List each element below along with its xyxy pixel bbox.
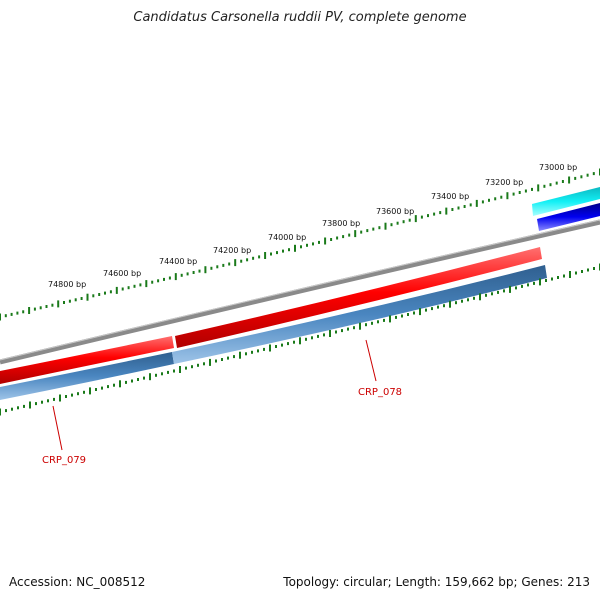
ruler-label: 73600 bp — [376, 207, 414, 216]
outer-ruler — [0, 168, 600, 321]
ruler-label: 74800 bp — [48, 280, 86, 289]
ruler-label: 74400 bp — [159, 257, 197, 266]
ruler-label: 74000 bp — [268, 233, 306, 242]
feature-cyan[interactable] — [532, 187, 600, 216]
ruler-label: 74200 bp — [213, 246, 251, 255]
ruler-labels: 73000 bp 73200 bp 73400 bp 73600 bp 73800 bp… — [48, 163, 577, 289]
genome-backbone — [0, 219, 600, 365]
ruler-label: 74600 bp — [103, 269, 141, 278]
gene-leader-crp078 — [365, 339, 377, 382]
gene-leader-crp079 — [52, 405, 63, 451]
ruler-label: 73000 bp — [539, 163, 577, 172]
gene-label-crp078[interactable]: CRP_078 — [358, 387, 402, 398]
map-title: Candidatus Carsonella ruddii PV, complet… — [133, 10, 467, 25]
topology-summary: Topology: circular; Length: 159,662 bp; … — [283, 575, 590, 589]
feature-red-crp079[interactable] — [0, 336, 174, 384]
ruler-label: 73800 bp — [322, 219, 360, 228]
feature-red-crp078[interactable] — [175, 247, 542, 348]
feature-navy[interactable] — [537, 203, 600, 231]
ruler-label: 73400 bp — [431, 192, 469, 201]
feature-blue-crp078[interactable] — [172, 265, 547, 364]
feature-blue-crp079[interactable] — [0, 352, 174, 400]
ruler-label: 73200 bp — [485, 178, 523, 187]
accession-text: Accession: NC_008512 — [9, 575, 146, 589]
gene-label-crp079[interactable]: CRP_079 — [42, 455, 86, 466]
inner-ruler — [0, 263, 600, 416]
